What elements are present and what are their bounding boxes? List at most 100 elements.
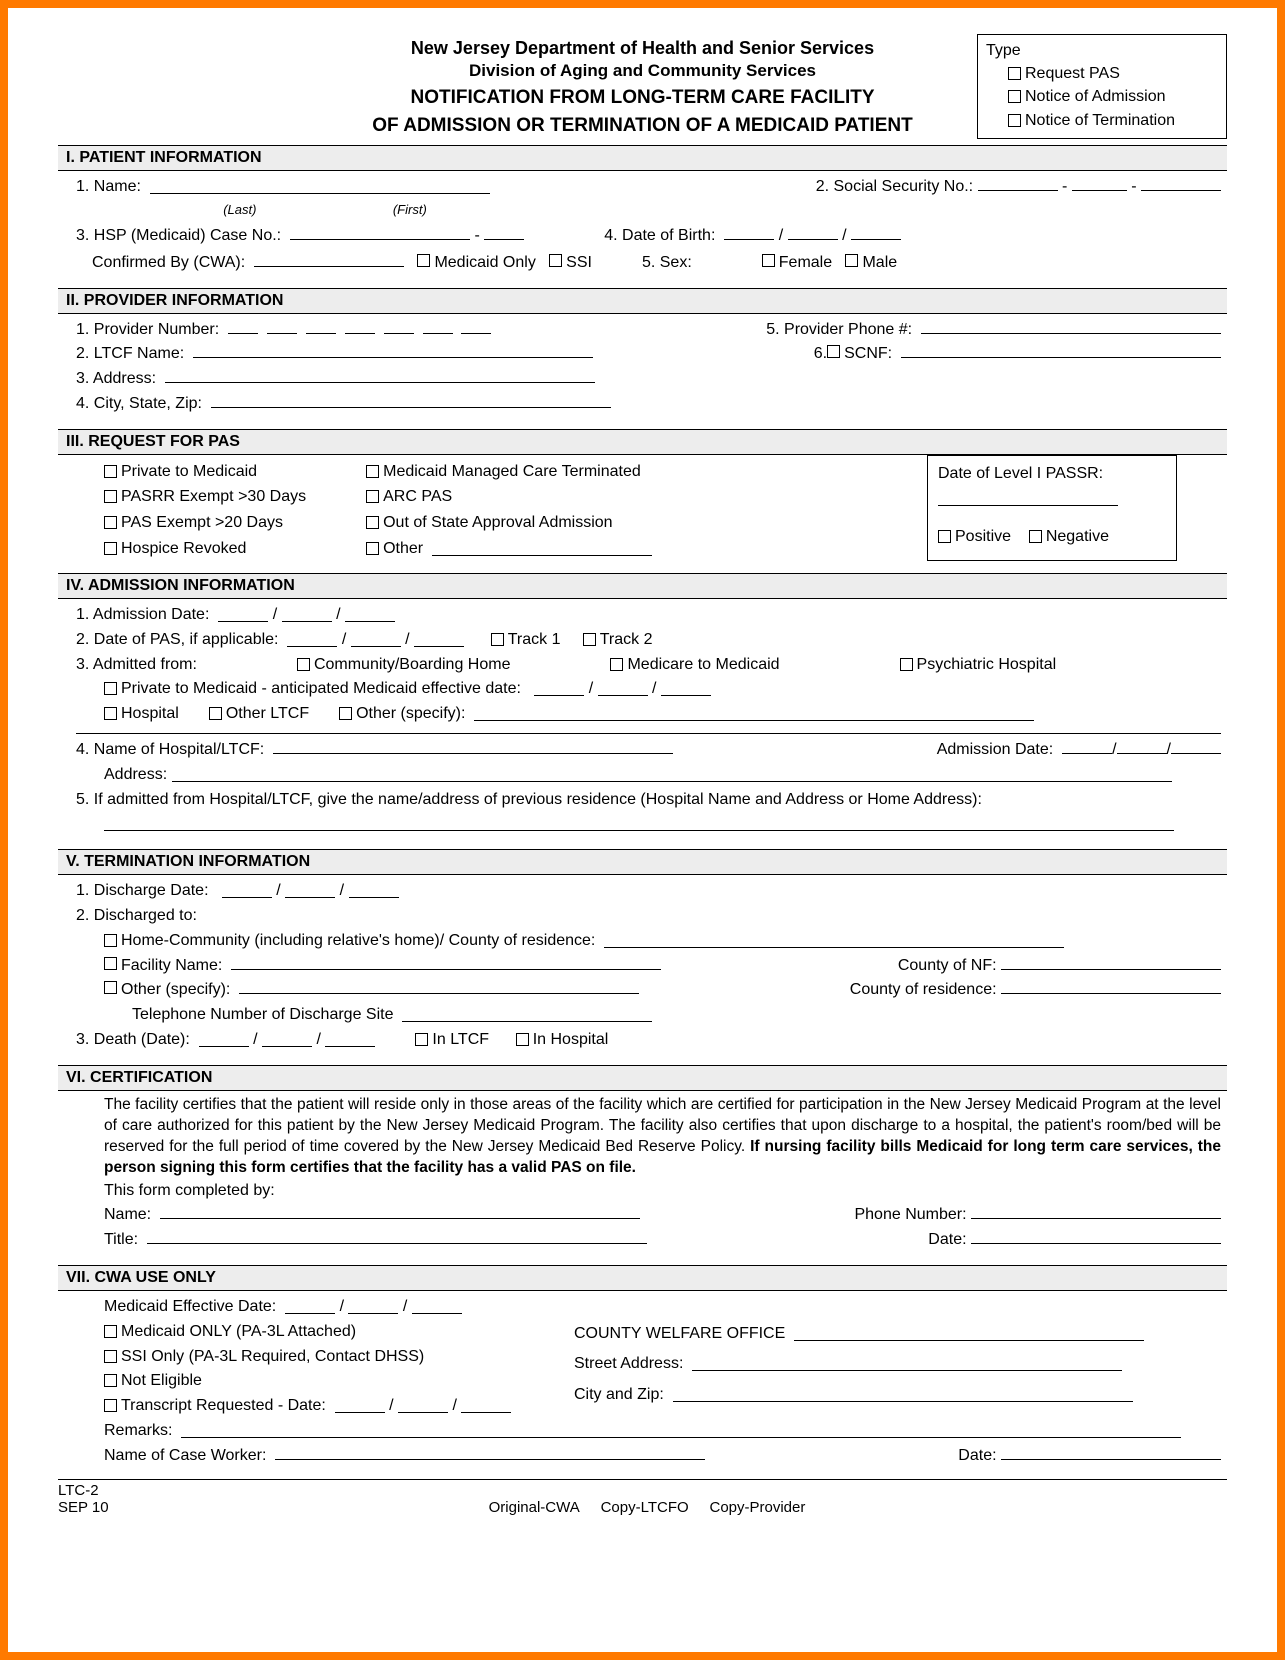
cert-name-input[interactable] (160, 1203, 640, 1219)
cb-in-ltcf[interactable] (415, 1033, 428, 1046)
cb-hospital[interactable] (104, 707, 117, 720)
cb-private-medicaid[interactable] (104, 465, 117, 478)
pm-m[interactable] (534, 680, 584, 696)
cb-ssi-only[interactable] (104, 1350, 117, 1363)
tr-y[interactable] (461, 1397, 511, 1413)
provider-phone-input[interactable] (921, 318, 1221, 334)
dob-d[interactable] (788, 224, 838, 240)
hsp-input-1[interactable] (290, 224, 470, 240)
csz-input[interactable] (211, 392, 611, 408)
dd-d[interactable] (285, 882, 335, 898)
cert-phone-input[interactable] (971, 1203, 1221, 1219)
me-m[interactable] (285, 1298, 335, 1314)
pnum-5[interactable] (384, 318, 414, 334)
dd-m[interactable] (222, 882, 272, 898)
cb-pasrr-exempt[interactable] (104, 490, 117, 503)
hsp-input-2[interactable] (484, 224, 524, 240)
checkbox-scnf[interactable] (827, 345, 840, 358)
checkbox-female[interactable] (762, 254, 775, 267)
cb-not-eligible[interactable] (104, 1374, 117, 1387)
death-d[interactable] (262, 1031, 312, 1047)
me-y[interactable] (412, 1298, 462, 1314)
cb-private-medicaid-eff[interactable] (104, 682, 117, 695)
cwa-date-input[interactable] (1001, 1444, 1221, 1460)
death-m[interactable] (199, 1031, 249, 1047)
ssn-3[interactable] (1141, 175, 1221, 191)
county-nf-input[interactable] (1001, 954, 1221, 970)
conf-input[interactable] (254, 251, 404, 267)
ssn-1[interactable] (978, 175, 1058, 191)
scnf-input[interactable] (901, 342, 1221, 358)
caseworker-input[interactable] (275, 1444, 705, 1460)
cb-medicare-medicaid[interactable] (610, 658, 623, 671)
ltcf-input[interactable] (193, 342, 593, 358)
cb-community[interactable] (297, 658, 310, 671)
adm-m[interactable] (218, 606, 268, 622)
pm-y[interactable] (661, 680, 711, 696)
adm-y[interactable] (345, 606, 395, 622)
passr-date-input[interactable] (938, 490, 1118, 506)
cb-track2[interactable] (583, 633, 596, 646)
cb-negative[interactable] (1029, 530, 1042, 543)
cb-home-community[interactable] (104, 934, 117, 947)
remarks-input[interactable] (181, 1422, 1181, 1438)
cb-facility-name[interactable] (104, 957, 117, 970)
cb-positive[interactable] (938, 530, 951, 543)
ssn-2[interactable] (1072, 175, 1127, 191)
cert-title-input[interactable] (147, 1228, 647, 1244)
pnum-4[interactable] (345, 318, 375, 334)
cb-arc-pas[interactable] (366, 490, 379, 503)
cb-other-pas[interactable] (366, 542, 379, 555)
pas-y[interactable] (414, 631, 464, 647)
other-discharge-input[interactable] (239, 978, 639, 994)
dob-m[interactable] (724, 224, 774, 240)
cb-other-ltcf[interactable] (209, 707, 222, 720)
pas-d[interactable] (351, 631, 401, 647)
hosp-ltcf-input[interactable] (273, 738, 673, 754)
prev-residence-input[interactable] (104, 815, 1174, 831)
cb-in-hospital[interactable] (516, 1033, 529, 1046)
pnum-3[interactable] (306, 318, 336, 334)
ad2-y[interactable] (1171, 738, 1221, 754)
last-name-input[interactable] (150, 178, 330, 194)
checkbox-notice-admission[interactable] (1008, 90, 1021, 103)
checkbox-male[interactable] (845, 254, 858, 267)
checkbox-notice-termination[interactable] (1008, 114, 1021, 127)
facility-name-input[interactable] (231, 954, 661, 970)
tel-discharge-input[interactable] (402, 1006, 652, 1022)
hosp-addr-input[interactable] (172, 766, 1172, 782)
street-addr-input[interactable] (692, 1355, 1122, 1371)
other-pas-input[interactable] (432, 540, 652, 556)
checkbox-request-pas[interactable] (1008, 67, 1021, 80)
me-d[interactable] (348, 1298, 398, 1314)
pas-m[interactable] (287, 631, 337, 647)
checkbox-medicaid-only[interactable] (417, 254, 430, 267)
cb-transcript[interactable] (104, 1399, 117, 1412)
cb-track1[interactable] (491, 633, 504, 646)
cb-out-of-state[interactable] (366, 516, 379, 529)
cb-hospice-revoked[interactable] (104, 542, 117, 555)
cb-mmc-terminated[interactable] (366, 465, 379, 478)
cb-other-specify[interactable] (339, 707, 352, 720)
other-specify-input[interactable] (474, 705, 1034, 721)
ad2-m[interactable] (1062, 738, 1112, 754)
cb-medicaid-only-pa3l[interactable] (104, 1325, 117, 1338)
tr-d[interactable] (398, 1397, 448, 1413)
dd-y[interactable] (349, 882, 399, 898)
ad2-d[interactable] (1117, 738, 1167, 754)
dob-y[interactable] (851, 224, 901, 240)
home-community-input[interactable] (604, 932, 1064, 948)
death-y[interactable] (325, 1031, 375, 1047)
cb-pas-exempt[interactable] (104, 516, 117, 529)
address-input[interactable] (165, 367, 595, 383)
cb-other-discharge[interactable] (104, 981, 117, 994)
tr-m[interactable] (335, 1397, 385, 1413)
pnum-2[interactable] (267, 318, 297, 334)
pnum-7[interactable] (461, 318, 491, 334)
cwo-input[interactable] (794, 1325, 1144, 1341)
adm-d[interactable] (282, 606, 332, 622)
pm-d[interactable] (598, 680, 648, 696)
cert-date-input[interactable] (971, 1228, 1221, 1244)
cb-psychiatric[interactable] (900, 658, 913, 671)
pnum-6[interactable] (423, 318, 453, 334)
